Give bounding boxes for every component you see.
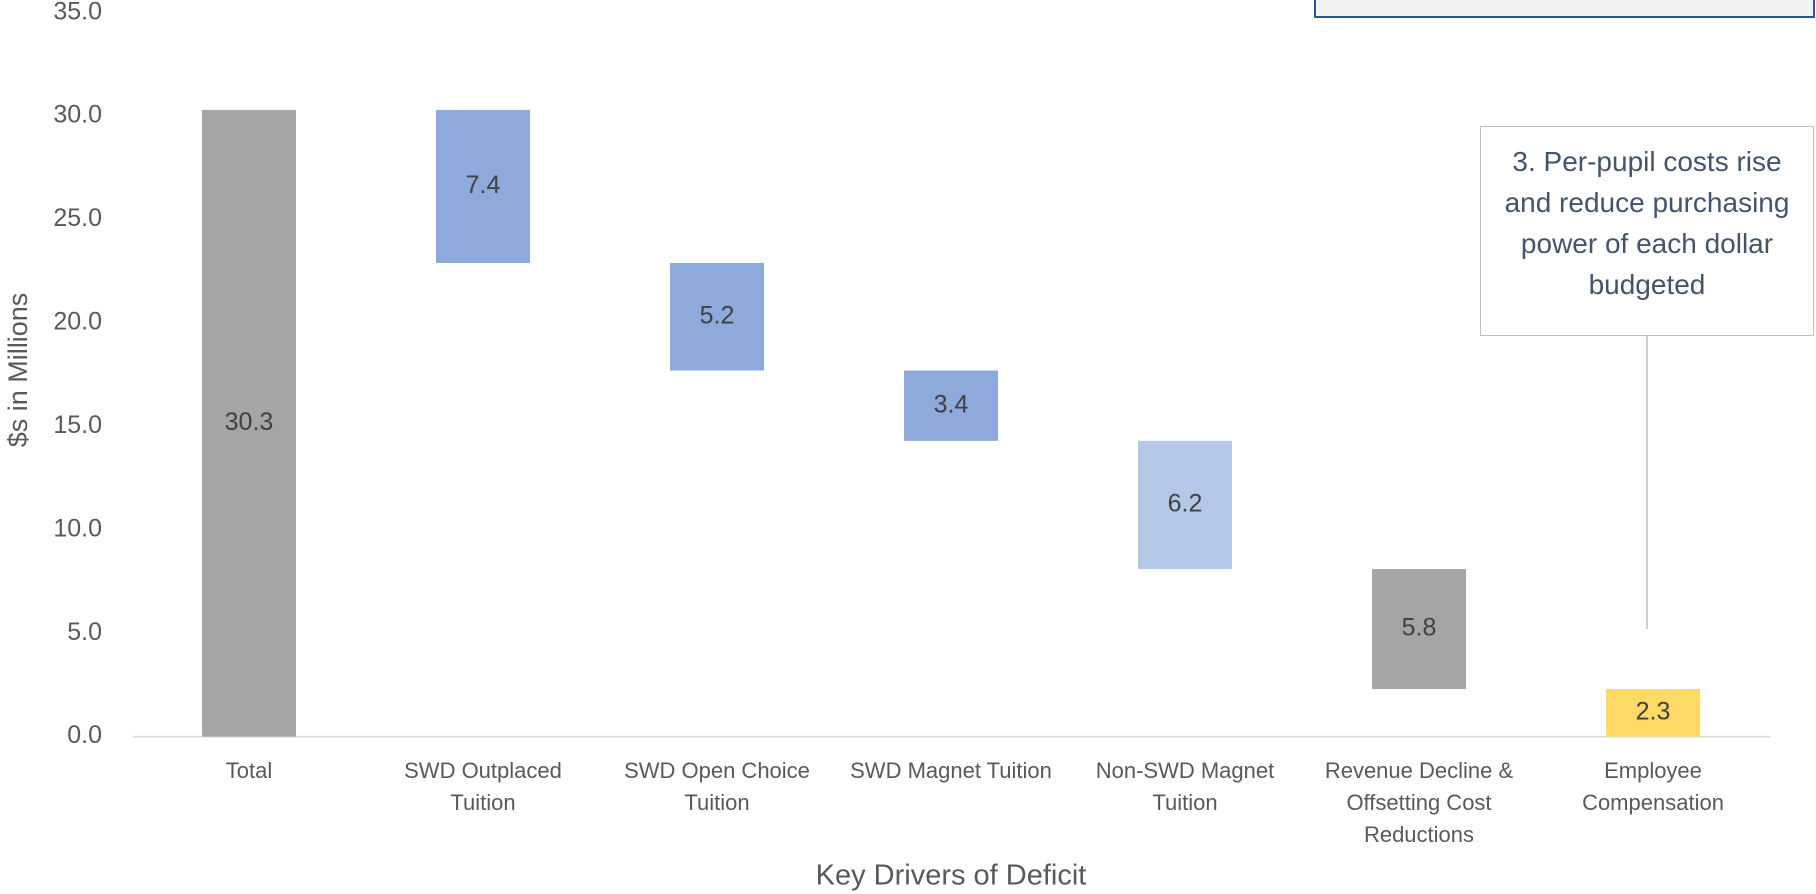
y-tick-label: 35.0 — [53, 0, 102, 25]
x-tick-label: SWD Outplaced Tuition — [404, 758, 562, 815]
bar — [670, 262, 764, 371]
bar — [1138, 440, 1232, 570]
x-tick-label: SWD Open Choice Tuition — [624, 758, 810, 815]
value-label: 5.8 — [1402, 614, 1437, 642]
x-axis-title: Key Drivers of Deficit — [816, 860, 1087, 892]
y-tick-label: 15.0 — [53, 411, 102, 439]
value-label: 2.3 — [1636, 697, 1671, 725]
y-tick-label: 10.0 — [53, 514, 102, 542]
value-label: 30.3 — [225, 408, 274, 436]
bar — [202, 109, 296, 737]
x-tick-label: Employee Compensation — [1582, 758, 1724, 815]
value-label: 7.4 — [466, 171, 501, 199]
top-box — [1314, 0, 1815, 18]
annotation: 3. Per-pupil costs rise and reduce purch… — [1480, 126, 1814, 336]
bar — [1372, 569, 1466, 690]
y-axis-title: $s in Millions — [3, 293, 33, 448]
value-label: 6.2 — [1168, 490, 1203, 518]
y-tick-label: 30.0 — [53, 101, 102, 129]
bar — [1606, 689, 1700, 737]
x-tick-label: SWD Magnet Tuition — [850, 758, 1052, 783]
y-tick-label: 20.0 — [53, 308, 102, 336]
y-tick-label: 0.0 — [67, 721, 102, 749]
y-tick-label: 5.0 — [67, 618, 102, 646]
value-label: 5.2 — [700, 301, 735, 329]
value-label: 3.4 — [934, 390, 969, 418]
bar — [436, 109, 530, 263]
bar — [904, 370, 998, 441]
y-tick-label: 25.0 — [53, 204, 102, 232]
x-tick-label: Total — [225, 758, 273, 783]
x-tick-label: Revenue Decline & Offsetting Cost Reduct… — [1324, 758, 1514, 847]
x-tick-label: Non-SWD Magnet Tuition — [1095, 758, 1275, 815]
